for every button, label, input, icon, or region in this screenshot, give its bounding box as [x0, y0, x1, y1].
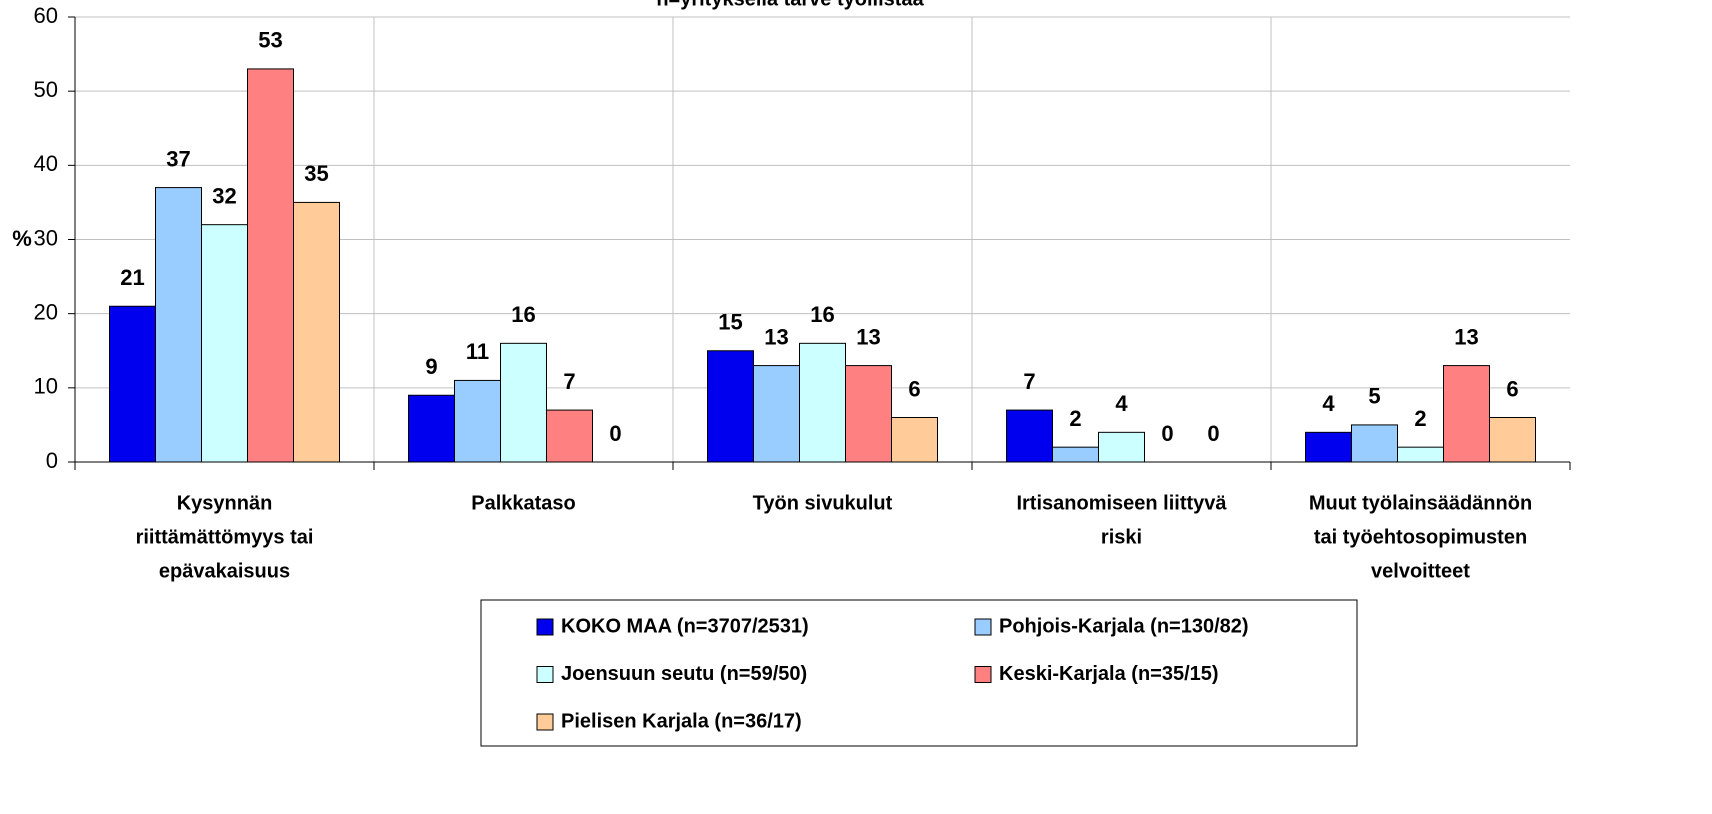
bar [1006, 409, 1053, 463]
data-label: 32 [212, 183, 236, 208]
x-tick-label: Muut työlainsäädännön [1309, 492, 1532, 514]
legend-label: Pielisen Karjala (n=36/17) [561, 710, 802, 732]
data-label: 16 [511, 302, 535, 327]
data-label: 13 [764, 324, 788, 349]
bar [109, 305, 156, 463]
y-tick-label: 20 [34, 299, 58, 324]
x-tick-label: velvoitteet [1371, 560, 1470, 582]
bar [1397, 446, 1444, 463]
data-label: 37 [166, 146, 190, 171]
legend-box [480, 599, 1358, 747]
y-tick-label: 30 [34, 225, 58, 250]
bar [1489, 417, 1536, 463]
x-tick-label: Irtisanomiseen liittyvä [1016, 492, 1227, 514]
data-label: 5 [1368, 384, 1380, 409]
legend-label: KOKO MAA (n=3707/2531) [561, 615, 809, 637]
data-label: 7 [563, 369, 575, 394]
data-label: 13 [1454, 324, 1478, 349]
data-label: 0 [1161, 421, 1173, 446]
y-tick-label: 50 [34, 77, 58, 102]
bar [1351, 424, 1398, 463]
legend-swatch [974, 666, 992, 683]
bar [1098, 431, 1145, 463]
bar [799, 342, 846, 463]
data-label: 4 [1322, 391, 1335, 416]
x-tick-label: epävakaisuus [159, 560, 290, 582]
data-label: 21 [120, 265, 144, 290]
x-tick-label: Kysynnän [177, 492, 273, 514]
x-tick-label: tai työehtosopimusten [1314, 526, 1527, 548]
data-label: 13 [856, 324, 880, 349]
data-label: 11 [466, 339, 489, 364]
data-label: 35 [304, 161, 328, 186]
bar [1305, 431, 1352, 463]
legend-swatch [974, 618, 992, 636]
data-label: 9 [425, 354, 437, 379]
data-label: 6 [908, 376, 920, 401]
data-label: 6 [1506, 376, 1518, 401]
x-tick-label: riski [1101, 526, 1142, 548]
bar [293, 201, 340, 463]
data-label: 4 [1115, 391, 1128, 416]
bar [845, 365, 892, 463]
bar [546, 409, 593, 463]
bar [1052, 446, 1099, 463]
bar [707, 350, 754, 463]
data-label: 2 [1069, 406, 1081, 431]
legend-swatch [536, 713, 554, 731]
y-tick-label: 60 [34, 3, 58, 28]
y-tick-label: 10 [34, 374, 58, 399]
legend-swatch [536, 666, 554, 683]
data-label: 53 [258, 28, 282, 53]
legend-label: Keski-Karjala (n=35/15) [999, 663, 1219, 685]
bar [454, 379, 501, 463]
x-tick-label: Työn sivukulut [753, 492, 893, 514]
x-tick-label: Palkkataso [471, 492, 576, 514]
y-tick-label: 40 [34, 151, 58, 176]
data-label: 16 [810, 302, 834, 327]
y-axis-label: % [12, 226, 32, 251]
data-label: 0 [1207, 421, 1219, 446]
bar [247, 68, 294, 463]
y-tick-label: 0 [46, 448, 58, 473]
x-tick-label: riittämättömyys tai [136, 526, 314, 548]
chart-title: n=yrityksellä tarve työllistää [656, 0, 924, 10]
bar [155, 187, 202, 463]
data-label: 0 [609, 421, 621, 446]
data-label: 2 [1414, 406, 1426, 431]
bar [891, 417, 938, 463]
legend-label: Pohjois-Karjala (n=130/82) [999, 615, 1249, 637]
bar [500, 342, 547, 463]
bar [201, 224, 248, 463]
legend-swatch [536, 618, 554, 636]
bar [1443, 365, 1490, 463]
bar [408, 394, 455, 463]
bar [753, 365, 800, 463]
data-label: 15 [718, 310, 742, 335]
data-label: 7 [1023, 369, 1035, 394]
legend-label: Joensuun seutu (n=59/50) [561, 663, 807, 685]
